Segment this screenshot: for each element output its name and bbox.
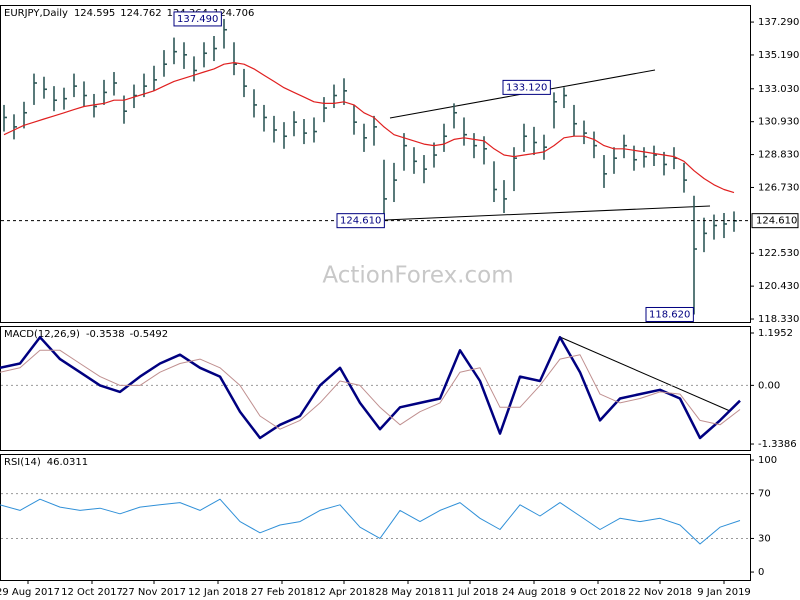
y-tick-label: -1.3386	[758, 439, 797, 450]
y-tick-label: 30	[758, 533, 771, 544]
panel-title: RSI(14)	[4, 457, 41, 468]
panel-frame	[0, 326, 751, 451]
annotation-label: 137.490	[177, 14, 218, 25]
annotation-label: 124.610	[340, 216, 381, 227]
x-tick-label: 29 Aug 2017	[0, 587, 60, 598]
x-tick-label: 12 Jan 2018	[188, 587, 248, 598]
y-tick-label: 1.1952	[758, 328, 793, 339]
panel-frame	[0, 5, 751, 323]
x-tick-label: 9 Oct 2018	[570, 587, 625, 598]
panel-frame	[0, 454, 751, 581]
y-tick-label: 126.730	[758, 182, 799, 193]
series-line	[0, 335, 741, 440]
x-tick-label: 27 Feb 2018	[251, 587, 313, 598]
panel-title: EURJPY,Daily	[4, 8, 68, 19]
trend-line	[559, 336, 731, 412]
header-value: 124.595	[74, 8, 115, 19]
y-tick-label: 118.330	[758, 314, 799, 325]
series-line	[3, 62, 735, 194]
y-tick-label: 130.930	[758, 117, 799, 128]
y-tick-label: 120.430	[758, 281, 799, 292]
annotation-label: 133.120	[506, 82, 547, 93]
x-tick-label: 22 Nov 2018	[628, 587, 692, 598]
annotation-box	[173, 11, 222, 27]
header-value: -0.3538	[86, 329, 125, 340]
x-tick-label: 9 Jan 2019	[697, 587, 751, 598]
y-tick-label: 0.00	[758, 380, 780, 391]
panel-title: MACD(12,26,9)	[4, 329, 80, 340]
annotation: 133.120	[502, 79, 551, 95]
y-tick-label: 128.830	[758, 150, 799, 161]
header-value: -0.5492	[130, 329, 169, 340]
x-tick-label: 24 Aug 2018	[502, 587, 566, 598]
price-box	[751, 213, 799, 229]
y-tick-label: 133.030	[758, 84, 799, 95]
x-tick-label: 28 May 2018	[375, 587, 440, 598]
annotation-box	[336, 213, 385, 229]
annotation-box	[645, 306, 694, 322]
header-value: 124.762	[120, 8, 161, 19]
y-tick-label: 70	[758, 489, 771, 500]
annotation: 137.490	[173, 11, 222, 27]
trend-line	[384, 205, 711, 221]
annotation: 118.620	[645, 306, 694, 322]
header-value: 124.706	[213, 8, 254, 19]
annotation: 124.610	[336, 213, 385, 229]
x-tick-label: 27 Nov 2017	[122, 587, 186, 598]
annotation-box	[502, 79, 551, 95]
y-tick-label: 100	[758, 455, 777, 466]
y-tick-label: 122.530	[758, 248, 799, 259]
price-label: 124.610	[756, 216, 797, 227]
y-tick-label: 0	[758, 567, 764, 578]
x-tick-label: 12 Apr 2018	[313, 587, 375, 598]
header-value: 46.0311	[47, 457, 88, 468]
series-line	[0, 498, 741, 545]
series-line	[0, 349, 741, 430]
watermark: ActionForex.com	[322, 263, 513, 289]
y-tick-label: 137.290	[758, 17, 799, 28]
x-tick-label: 11 Jul 2018	[442, 587, 499, 598]
x-tick-label: 12 Oct 2017	[61, 587, 123, 598]
annotation-label: 118.620	[649, 309, 690, 320]
y-tick-label: 135.190	[758, 50, 799, 61]
